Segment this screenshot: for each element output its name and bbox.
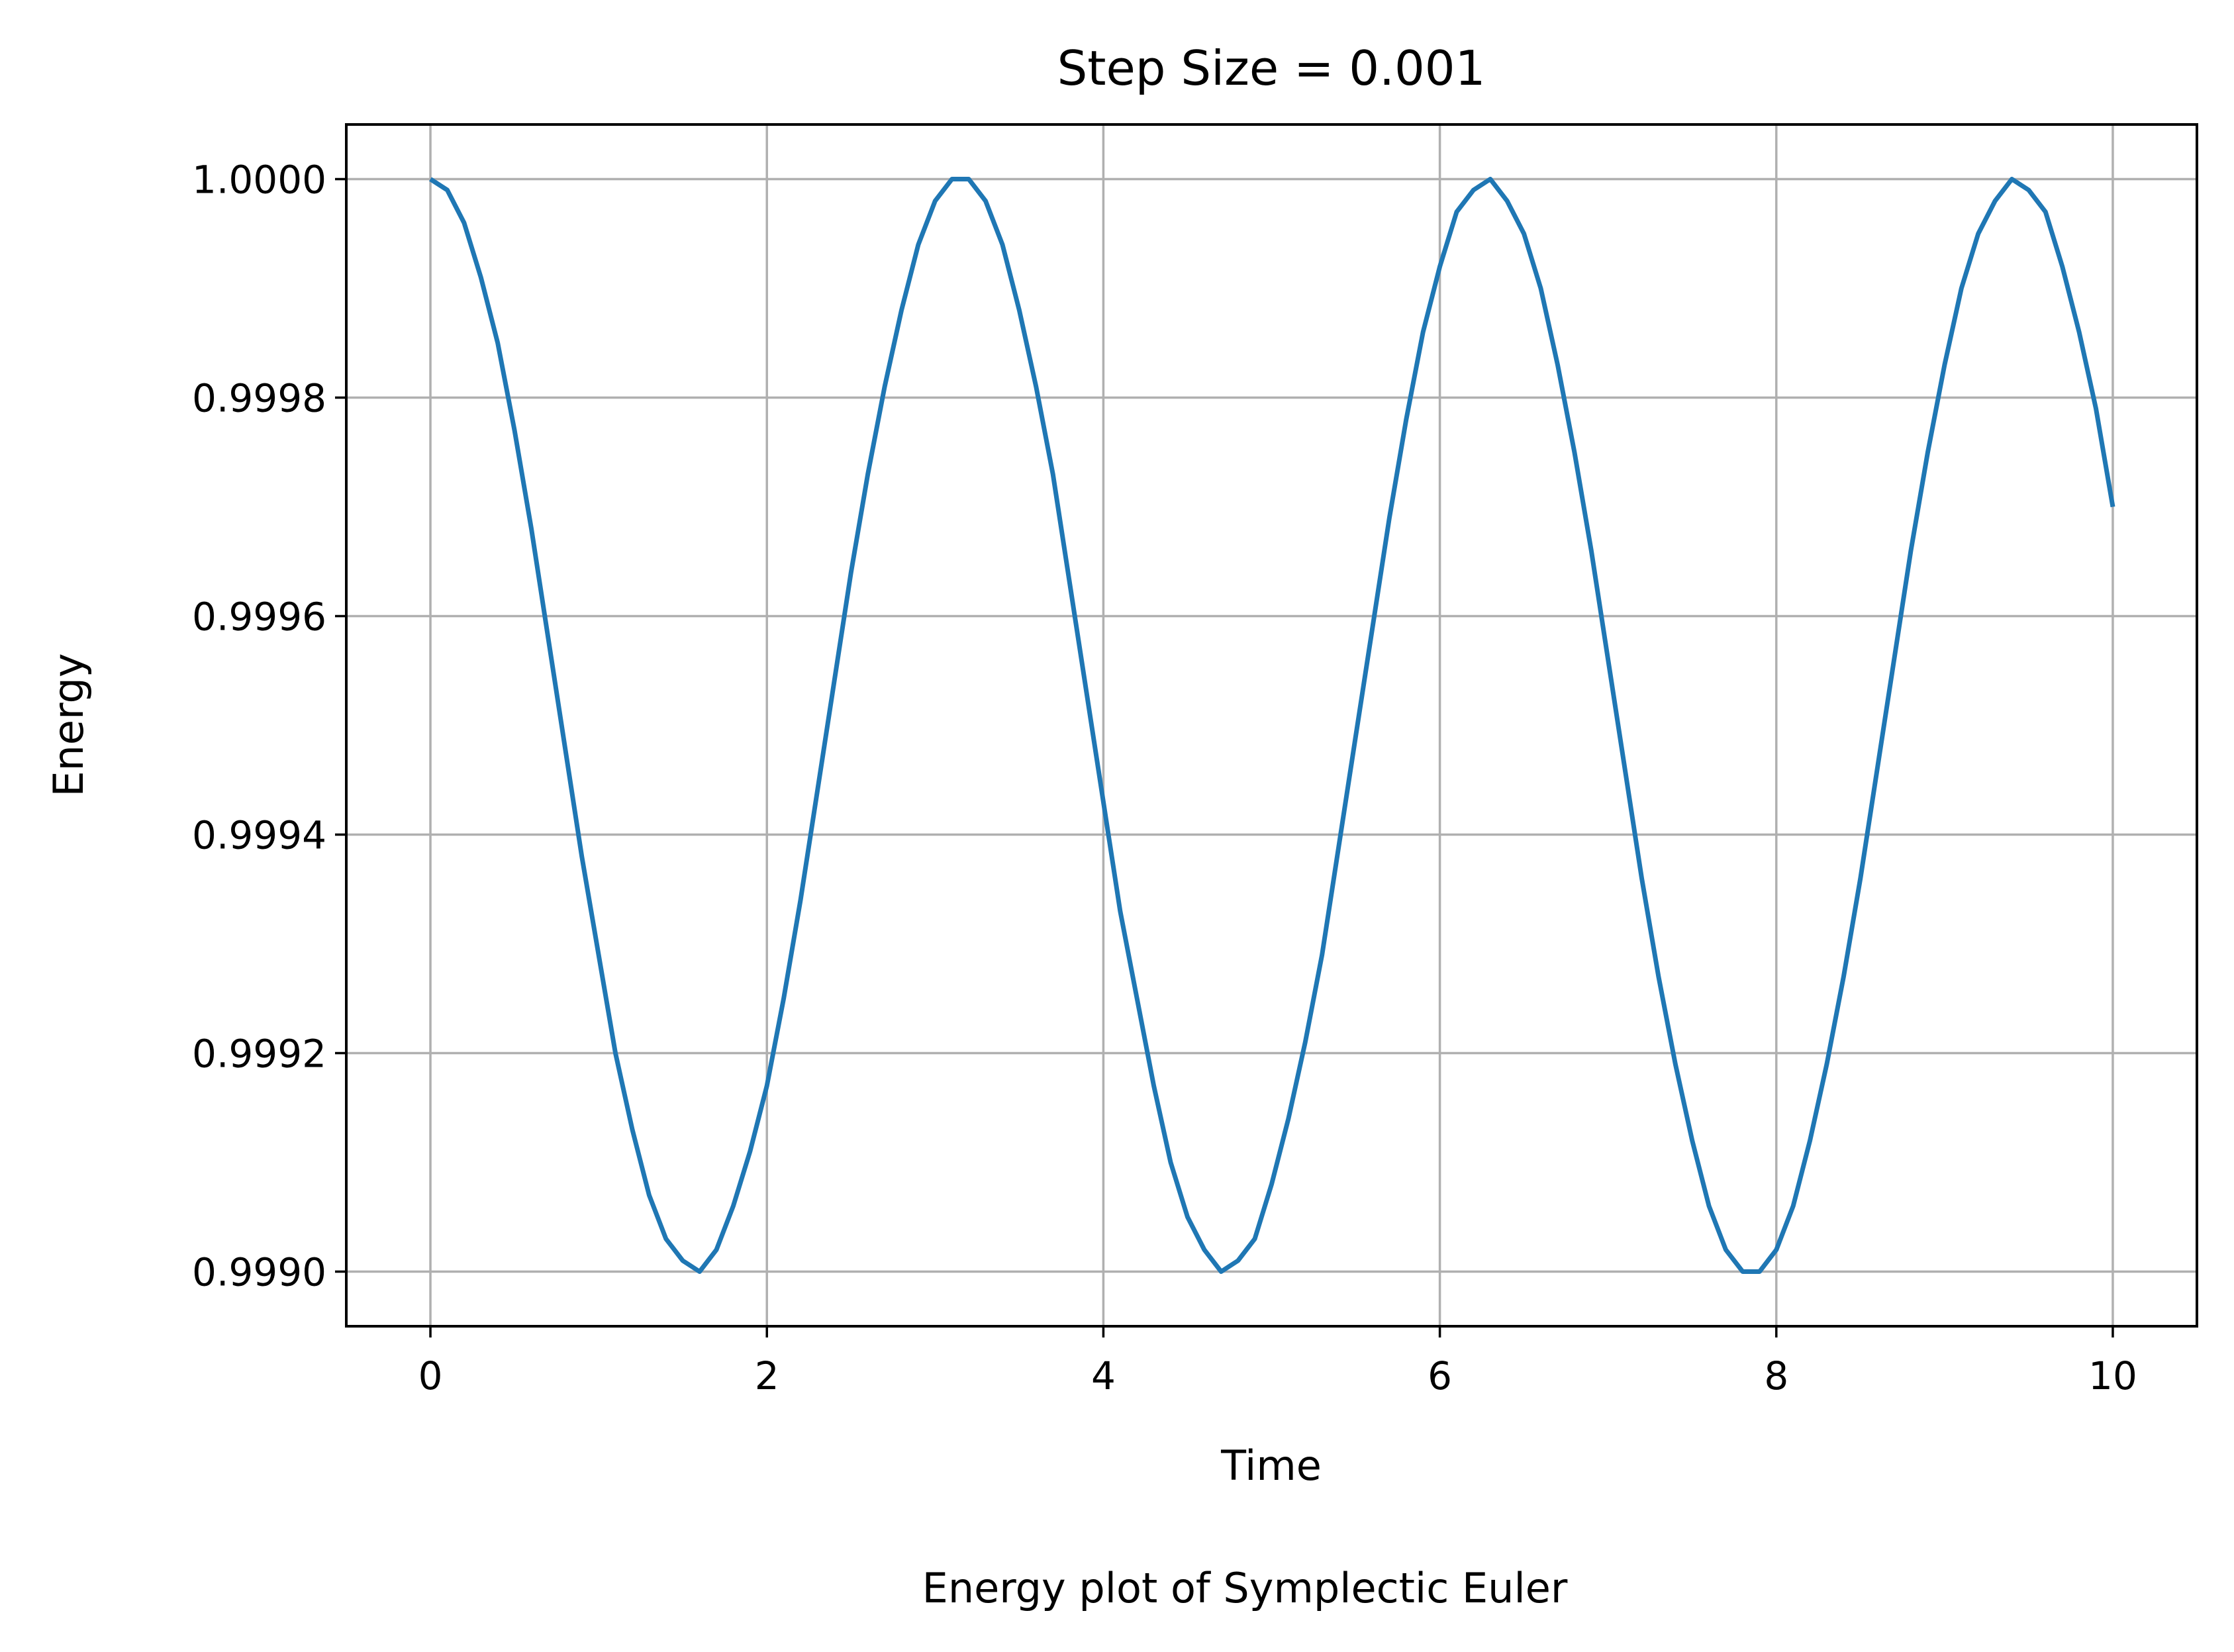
y-tick-label: 1.0000 xyxy=(192,158,326,203)
x-tick-label: 8 xyxy=(1764,1353,1788,1398)
chart-title: Step Size = 0.001 xyxy=(1057,40,1486,96)
series-layer xyxy=(429,177,2115,1274)
y-axis-ticks: 0.9990 0.9992 0.9994 0.9996 0.9998 1.0000 xyxy=(192,158,346,1295)
y-tick-label: 0.9998 xyxy=(192,376,326,421)
y-tick-label: 0.9994 xyxy=(192,813,326,858)
x-tick-label: 10 xyxy=(2088,1353,2137,1398)
x-tick-label: 4 xyxy=(1091,1353,1116,1398)
x-tick-label: 6 xyxy=(1428,1353,1452,1398)
y-tick-label: 0.9992 xyxy=(192,1032,326,1077)
grid-lines xyxy=(346,124,2197,1326)
figure-caption: Energy plot of Symplectic Euler xyxy=(922,1564,1568,1612)
plot-frame xyxy=(345,123,2198,1328)
x-tick-label: 0 xyxy=(418,1353,443,1398)
y-tick-label: 0.9996 xyxy=(192,595,326,640)
energy-series-line xyxy=(429,177,2115,1274)
y-axis-label: Energy xyxy=(44,653,93,797)
y-tick-label: 0.9990 xyxy=(192,1250,326,1295)
x-axis-ticks: 0 2 4 6 8 10 xyxy=(418,1326,2137,1398)
x-axis-label: Time xyxy=(1220,1441,1322,1490)
x-tick-label: 2 xyxy=(755,1353,779,1398)
